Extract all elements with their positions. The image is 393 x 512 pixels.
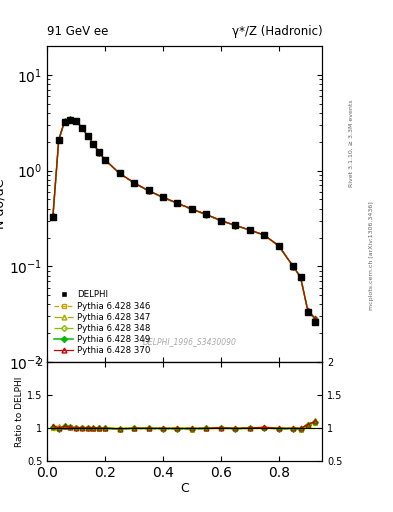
Text: γ*/Z (Hadronic): γ*/Z (Hadronic) bbox=[231, 26, 322, 38]
Text: mcplots.cern.ch [arXiv:1306.3436]: mcplots.cern.ch [arXiv:1306.3436] bbox=[369, 202, 374, 310]
Y-axis label: Ratio to DELPHI: Ratio to DELPHI bbox=[15, 376, 24, 446]
Text: DELPHI_1996_S3430090: DELPHI_1996_S3430090 bbox=[143, 337, 237, 346]
Text: 91 GeV ee: 91 GeV ee bbox=[47, 26, 108, 38]
X-axis label: C: C bbox=[180, 482, 189, 496]
Text: Rivet 3.1.10, ≥ 3.3M events: Rivet 3.1.10, ≥ 3.3M events bbox=[349, 99, 354, 187]
Y-axis label: N dσ/dC: N dσ/dC bbox=[0, 179, 6, 229]
Legend: DELPHI, Pythia 6.428 346, Pythia 6.428 347, Pythia 6.428 348, Pythia 6.428 349, : DELPHI, Pythia 6.428 346, Pythia 6.428 3… bbox=[51, 288, 153, 358]
